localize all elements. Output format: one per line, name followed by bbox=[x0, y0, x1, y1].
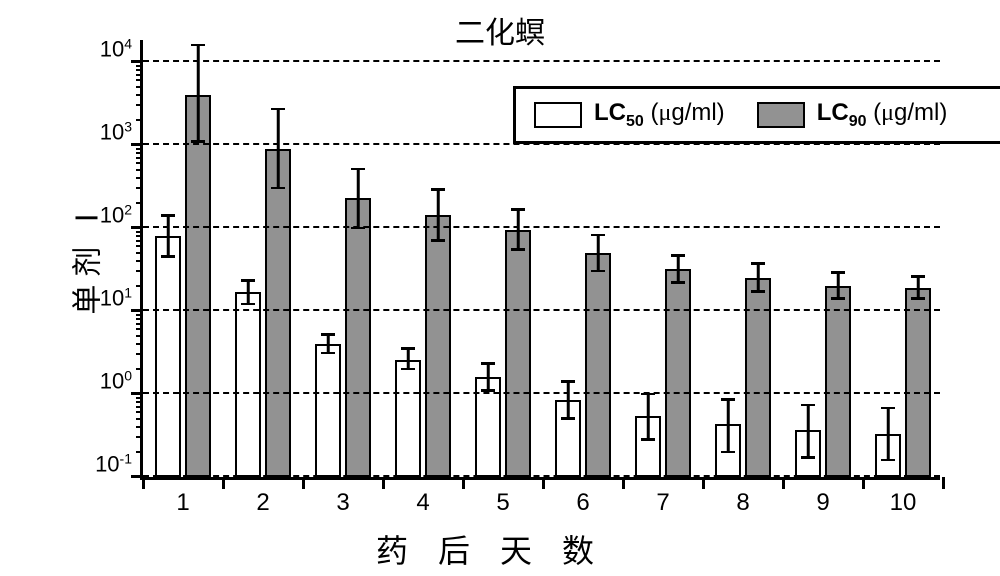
x-tick bbox=[142, 477, 145, 489]
y-tick-minor bbox=[136, 79, 143, 81]
y-tick-minor bbox=[136, 148, 143, 150]
x-tick-label: 1 bbox=[176, 489, 189, 517]
y-tick-minor bbox=[136, 285, 143, 287]
x-tick bbox=[222, 477, 225, 489]
x-tick bbox=[382, 477, 385, 489]
y-tick-minor bbox=[136, 86, 143, 88]
y-tick-minor bbox=[136, 104, 143, 106]
bar-lc90 bbox=[265, 149, 291, 477]
x-tick-label: 9 bbox=[816, 489, 829, 517]
y-tick bbox=[131, 226, 143, 229]
y-tick-minor bbox=[136, 235, 143, 237]
x-tick-label: 6 bbox=[576, 489, 589, 517]
y-tick-minor bbox=[136, 335, 143, 337]
y-tick-minor bbox=[136, 169, 143, 171]
y-tick-minor bbox=[136, 411, 143, 413]
y-tick-minor bbox=[136, 157, 143, 159]
y-tick-minor bbox=[136, 397, 143, 399]
y-tick-minor bbox=[136, 451, 143, 453]
y-tick-label: 10-1 bbox=[95, 450, 132, 477]
y-tick-minor bbox=[136, 353, 143, 355]
x-tick bbox=[942, 477, 945, 489]
y-tick-minor bbox=[136, 406, 143, 408]
bar-lc50 bbox=[155, 236, 181, 477]
y-tick-minor bbox=[136, 436, 143, 438]
y-tick-minor bbox=[136, 152, 143, 154]
y-tick-minor bbox=[136, 368, 143, 370]
y-tick-minor bbox=[136, 231, 143, 233]
x-tick-label: 4 bbox=[416, 489, 429, 517]
y-tick-minor bbox=[136, 65, 143, 67]
y-tick-label: 102 bbox=[100, 201, 132, 228]
y-tick-minor bbox=[136, 187, 143, 189]
bar-lc50 bbox=[315, 344, 341, 477]
y-tick-minor bbox=[136, 260, 143, 262]
x-tick bbox=[862, 477, 865, 489]
y-tick-label: 103 bbox=[100, 118, 132, 145]
grid-line bbox=[143, 475, 940, 477]
y-tick-minor bbox=[136, 401, 143, 403]
y-tick-minor bbox=[136, 318, 143, 320]
legend-swatch-lc90 bbox=[757, 102, 805, 128]
y-tick-minor bbox=[136, 418, 143, 420]
x-tick-label: 8 bbox=[736, 489, 749, 517]
bar-lc50 bbox=[235, 292, 261, 477]
x-tick bbox=[542, 477, 545, 489]
bar-lc90 bbox=[345, 198, 371, 477]
bar-lc90 bbox=[665, 269, 691, 477]
y-tick-minor bbox=[136, 252, 143, 254]
y-tick-minor bbox=[136, 314, 143, 316]
y-tick-minor bbox=[136, 202, 143, 204]
x-tick-label: 3 bbox=[336, 489, 349, 517]
bar-lc50 bbox=[395, 360, 421, 477]
bar-lc90 bbox=[825, 286, 851, 477]
x-tick-label: 10 bbox=[890, 489, 917, 517]
x-tick-label: 2 bbox=[256, 489, 269, 517]
legend-label-lc50: LC50 (μg/ml) bbox=[594, 99, 725, 131]
chart-container: 二化螟 单剂 Ⅰ LC50 (μg/ml) LC90 (μg/ml) 12345… bbox=[0, 0, 1000, 576]
x-tick-label: 7 bbox=[656, 489, 669, 517]
y-tick-minor bbox=[136, 328, 143, 330]
grid-line bbox=[143, 392, 940, 394]
legend: LC50 (μg/ml) LC90 (μg/ml) bbox=[513, 86, 1000, 144]
bar-lc90 bbox=[745, 278, 771, 477]
y-tick-label: 100 bbox=[100, 367, 132, 394]
y-tick-minor bbox=[136, 270, 143, 272]
y-tick-minor bbox=[136, 69, 143, 71]
plot-area: LC50 (μg/ml) LC90 (μg/ml) 12345678910 bbox=[140, 40, 940, 480]
y-tick bbox=[131, 60, 143, 63]
y-tick-minor bbox=[136, 426, 143, 428]
y-tick bbox=[131, 143, 143, 146]
bar-lc90 bbox=[585, 253, 611, 477]
x-tick bbox=[782, 477, 785, 489]
x-tick bbox=[462, 477, 465, 489]
y-tick-minor bbox=[136, 323, 143, 325]
y-tick-minor bbox=[136, 162, 143, 164]
bar-lc90 bbox=[505, 230, 531, 477]
y-tick bbox=[131, 309, 143, 312]
legend-swatch-lc50 bbox=[534, 102, 582, 128]
x-tick bbox=[622, 477, 625, 489]
legend-label-lc90: LC90 (μg/ml) bbox=[817, 99, 948, 131]
y-tick-minor bbox=[136, 177, 143, 179]
y-tick-minor bbox=[136, 119, 143, 121]
x-axis-label: 药后天数 bbox=[376, 526, 624, 572]
y-tick-minor bbox=[136, 343, 143, 345]
bar-lc90 bbox=[185, 95, 211, 477]
y-tick bbox=[131, 392, 143, 395]
y-tick-label: 101 bbox=[100, 284, 132, 311]
x-tick bbox=[702, 477, 705, 489]
y-tick-label: 104 bbox=[100, 35, 132, 62]
grid-line bbox=[143, 60, 940, 62]
grid-line bbox=[143, 309, 940, 311]
bar-lc90 bbox=[425, 215, 451, 477]
y-tick-minor bbox=[136, 240, 143, 242]
x-tick-label: 5 bbox=[496, 489, 509, 517]
x-tick bbox=[302, 477, 305, 489]
grid-line bbox=[143, 226, 940, 228]
bar-lc90 bbox=[905, 288, 931, 477]
y-tick-minor bbox=[136, 245, 143, 247]
y-tick-minor bbox=[136, 74, 143, 76]
y-tick-minor bbox=[136, 94, 143, 96]
